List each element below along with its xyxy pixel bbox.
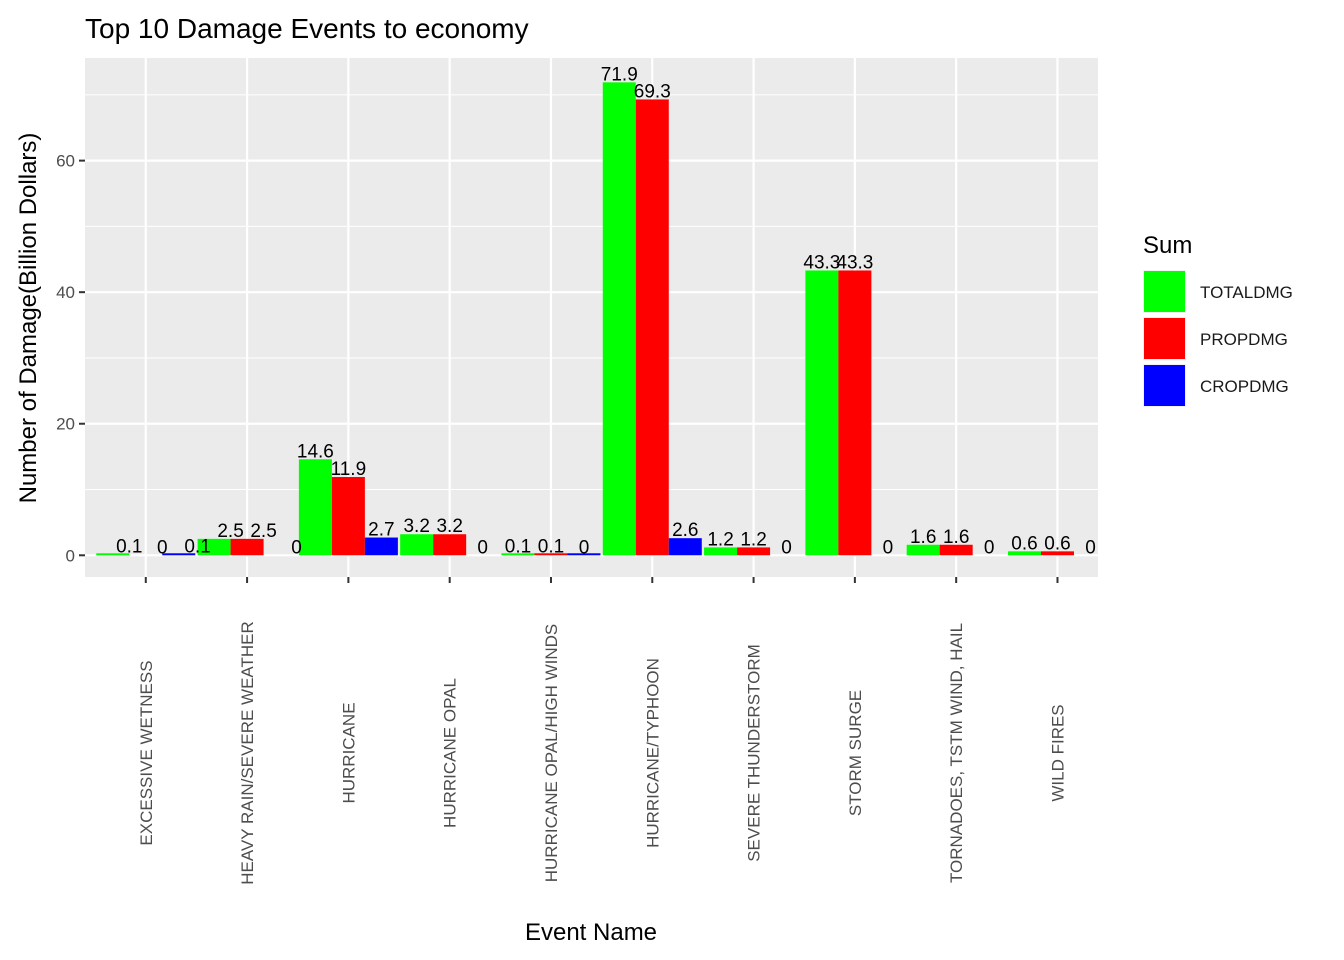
bar-totaldmg (1007, 551, 1041, 556)
y-axis-title: Number of Damage(Billion Dollars) (15, 133, 42, 504)
bar-propdmg (331, 477, 365, 556)
y-tick-label: 20 (56, 415, 75, 434)
bar-totaldmg (197, 538, 231, 556)
bars (96, 82, 1074, 556)
legend-swatch-propdmg (1144, 318, 1185, 359)
legend-title: Sum (1143, 232, 1192, 259)
data-label: 2.7 (368, 520, 394, 541)
data-label: 1.6 (910, 527, 936, 548)
y-tick-label: 40 (56, 283, 75, 302)
data-label: 43.3 (803, 252, 840, 273)
bar-totaldmg (501, 553, 535, 556)
data-label: 0 (1085, 537, 1096, 558)
data-label: 0.1 (184, 537, 210, 558)
x-tick-label: HURRICANE/TYPHOON (643, 658, 662, 848)
plot-panel (85, 58, 1098, 577)
data-label: 0.1 (116, 537, 142, 558)
x-tick-label: HEAVY RAIN/SEVERE WEATHER (238, 621, 257, 885)
data-label: 0 (291, 537, 302, 558)
bar-totaldmg (602, 82, 636, 556)
x-tick-label: SEVERE THUNDERSTORM (745, 644, 764, 862)
x-tick-label: STORM SURGE (846, 690, 865, 816)
bar-cropdmg (567, 553, 601, 556)
data-label: 69.3 (634, 81, 671, 102)
data-label: 0 (579, 537, 590, 558)
bar-propdmg (230, 538, 264, 556)
data-label: 1.2 (707, 529, 733, 550)
y-tick-label: 0 (66, 546, 75, 565)
legend-label: TOTALDMG (1200, 283, 1293, 302)
data-label: 0.6 (1011, 533, 1037, 554)
bar-totaldmg (704, 547, 738, 556)
data-label: 0 (477, 537, 488, 558)
data-label: 0.1 (538, 537, 564, 558)
bar-totaldmg (400, 534, 434, 556)
data-label: 2.5 (217, 521, 243, 542)
data-label: 2.5 (250, 521, 276, 542)
x-axis: EXCESSIVE WETNESS HEAVY RAIN/SEVERE WEATH… (137, 577, 1067, 885)
data-label: 0 (157, 537, 168, 558)
legend-swatch-cropdmg (1144, 365, 1185, 406)
bar-totaldmg (96, 553, 130, 556)
bar-propdmg (737, 547, 771, 556)
bar-propdmg (939, 544, 973, 556)
data-label: 0.1 (505, 537, 531, 558)
data-label: 43.3 (836, 252, 873, 273)
x-tick-label: HURRICANE OPAL/HIGH WINDS (542, 624, 561, 883)
x-tick-label: EXCESSIVE WETNESS (137, 660, 156, 845)
legend-label: PROPDMG (1200, 330, 1288, 349)
data-label: 1.6 (943, 527, 969, 548)
bar-cropdmg (364, 537, 398, 556)
data-labels: 0.1 0 0.1 2.5 2.5 0 14.611.9 2.7 3.2 3.2 0 0.1 0.1 0 7… (116, 64, 1096, 558)
x-tick-label: WILD FIRES (1048, 704, 1067, 801)
legend-label: CROPDMG (1200, 377, 1289, 396)
data-label: 1.2 (740, 529, 766, 550)
data-label: 2.6 (672, 520, 698, 541)
x-tick-label: HURRICANE OPAL (441, 678, 460, 828)
x-axis-title: Event Name (525, 919, 657, 946)
bar-cropdmg (162, 553, 196, 556)
data-label: 71.9 (601, 64, 638, 85)
bar-totaldmg (906, 544, 940, 556)
bar-propdmg (1040, 551, 1074, 556)
data-label: 3.2 (436, 516, 462, 537)
bar-propdmg (433, 534, 467, 556)
bar-cropdmg (668, 538, 702, 556)
x-tick-label: HURRICANE (339, 702, 358, 803)
y-tick-label: 60 (56, 152, 75, 171)
y-axis: 0 20 40 60 (56, 152, 85, 565)
bar-propdmg (635, 99, 669, 556)
data-label: 0 (883, 537, 894, 558)
legend: Sum TOTALDMG PROPDMG CROPDMG (1143, 232, 1293, 407)
data-label: 14.6 (297, 441, 334, 462)
bar-totaldmg (298, 459, 332, 556)
legend-swatch-totaldmg (1144, 271, 1185, 312)
data-label: 0.6 (1044, 533, 1070, 554)
bar-propdmg (838, 270, 872, 556)
data-label: 3.2 (403, 516, 429, 537)
data-label: 0 (984, 537, 995, 558)
chart-title: Top 10 Damage Events to economy (85, 13, 529, 44)
data-label: 0 (781, 537, 792, 558)
bar-propdmg (534, 553, 568, 556)
x-tick-label: TORNADOES, TSTM WIND, HAIL (947, 623, 966, 883)
data-label: 11.9 (331, 459, 367, 480)
bar-totaldmg (805, 270, 839, 556)
